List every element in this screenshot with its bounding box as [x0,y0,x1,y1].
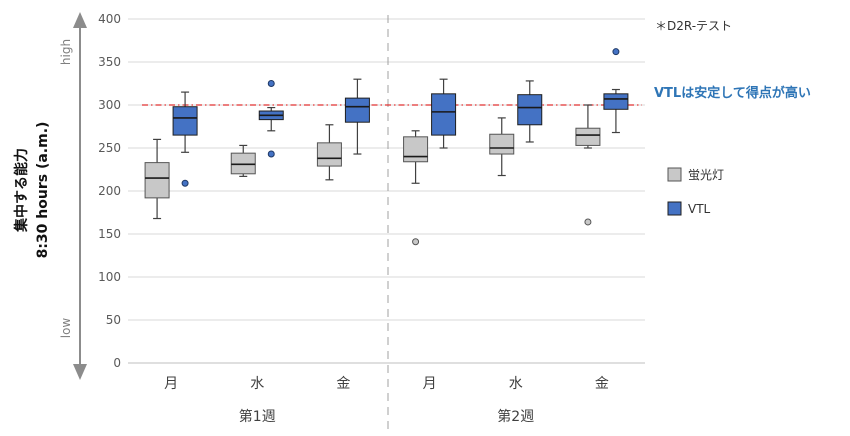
week-label: 第1週 [239,408,276,425]
legend-swatch-vtl [667,201,682,216]
y-tick-label: 100 [98,270,121,284]
box-iqr [403,136,429,163]
box-iqr [517,94,543,126]
y-arrow-down-icon [73,364,87,380]
x-category-label: 水 [250,376,264,392]
outlier-point [612,48,620,56]
outlier-point [267,80,275,87]
box-fluorescent-5 [575,104,601,226]
legend-label-vtl: VTL [688,202,711,216]
legend: 蛍光灯 VTL [667,167,724,216]
y-tick-label: 400 [98,12,121,26]
y-low-label: low [59,318,73,339]
outlier-point [181,179,189,187]
legend-label-fluorescent: 蛍光灯 [688,168,724,182]
boxes-layer [144,48,629,246]
box-iqr [575,127,601,146]
highlight-annotation: VTLは安定して得点が高い [654,85,811,101]
box-iqr [344,97,370,123]
outlier-point [267,150,275,158]
box-iqr [603,93,629,110]
outlier-point [584,218,592,226]
box-vtl-2 [344,78,370,155]
box-iqr [431,93,457,136]
y-tick-label: 300 [98,98,121,112]
box-iqr [316,142,342,167]
box-vtl-5 [603,48,629,134]
y-high-label: high [59,39,73,65]
box-vtl-1 [258,80,284,158]
x-category-label: 金 [595,376,609,392]
y-axis-ticks: 0 50 100 150 200 250 300 350 400 [98,12,121,370]
box-iqr [144,162,170,199]
gridlines [128,18,645,364]
box-fluorescent-3 [403,130,429,246]
box-vtl-3 [431,78,457,149]
outlier-point [412,238,420,246]
week-labels: 第1週 第2週 [239,408,534,425]
box-fluorescent-0 [144,138,170,220]
y-tick-label: 350 [98,55,121,69]
x-category-label: 水 [509,376,523,392]
x-category-label: 月 [423,376,437,392]
box-iqr [172,106,198,136]
x-axis-categories: 月水金月水金 [164,376,609,392]
box-vtl-4 [517,80,543,143]
x-category-label: 金 [336,376,350,392]
x-category-label: 月 [164,376,178,392]
y-tick-label: 200 [98,184,121,198]
box-vtl-0 [172,91,198,187]
y-axis-title-line2: 8:30 hours (a.m.) [35,122,51,259]
y-arrow-up-icon [73,12,87,28]
box-fluorescent-4 [489,117,515,177]
box-fluorescent-1 [230,144,256,177]
test-note: ＊D2R-テスト [655,19,732,33]
box-fluorescent-2 [316,124,342,181]
y-tick-label: 250 [98,141,121,155]
y-tick-label: 0 [113,356,121,370]
box-iqr [230,152,256,175]
legend-swatch-fluorescent [667,167,682,182]
y-axis-title-line1: 集中する能力 [13,148,30,233]
y-tick-label: 150 [98,227,121,241]
week-label: 第2週 [497,408,534,425]
box-iqr [489,133,515,155]
y-tick-label: 50 [106,313,121,327]
